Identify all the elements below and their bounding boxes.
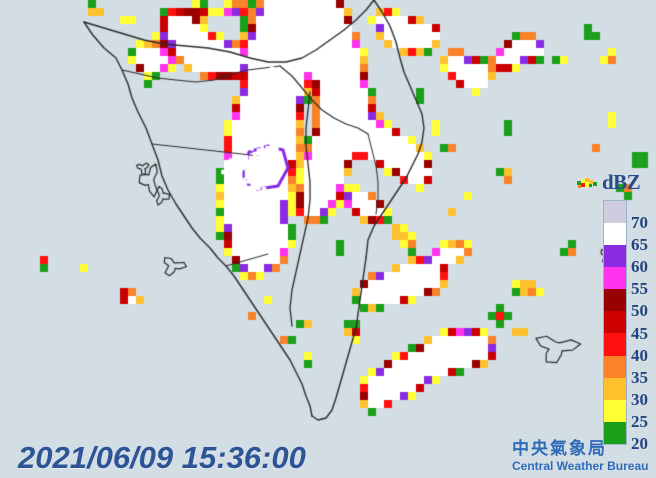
dbz-tick-60: 60 <box>631 257 648 277</box>
dbz-swatch-25 <box>604 421 626 444</box>
dbz-swatch-35 <box>604 377 626 400</box>
dbz-swatch-top <box>604 201 626 224</box>
dbz-swatch-65 <box>604 245 626 268</box>
cwb-name-english: Central Weather Bureau <box>512 459 649 473</box>
dbz-swatch-30 <box>604 399 626 422</box>
observation-timestamp: 2021/06/09 15:36:00 <box>18 440 306 475</box>
dbz-swatch-55 <box>604 289 626 312</box>
radar-echo-icon <box>577 178 597 188</box>
cwb-name-chinese: 中央氣象局 <box>512 439 607 459</box>
dbz-tick-45: 45 <box>631 323 648 343</box>
cwb-attribution: 中央氣象局 Central Weather Bureau <box>512 440 656 476</box>
dbz-tick-55: 55 <box>631 279 648 299</box>
dbz-tick-35: 35 <box>631 367 648 387</box>
dbz-swatch-70 <box>604 223 626 246</box>
dbz-tick-65: 65 <box>631 235 648 255</box>
dbz-tick-25: 25 <box>631 411 648 431</box>
dbz-unit-label: dBZ <box>602 170 641 194</box>
dbz-swatch-45 <box>604 333 626 356</box>
dbz-tick-50: 50 <box>631 301 648 321</box>
dbz-tick-30: 30 <box>631 389 648 409</box>
dbz-tick-70: 70 <box>631 213 648 233</box>
dbz-swatch-60 <box>604 267 626 290</box>
dbz-tick-20: 20 <box>631 434 648 453</box>
dbz-scale-labels: 70 65 60 55 50 45 40 35 30 25 20 <box>629 200 656 452</box>
dbz-color-scale: dBZ 70 65 60 55 50 45 40 35 30 25 20 <box>575 170 656 452</box>
dbz-swatch-50 <box>604 311 626 334</box>
dbz-swatch-40 <box>604 355 626 378</box>
dbz-scale-bar <box>603 200 627 445</box>
dbz-tick-40: 40 <box>631 345 648 365</box>
dbz-scale-header: dBZ <box>575 170 656 196</box>
